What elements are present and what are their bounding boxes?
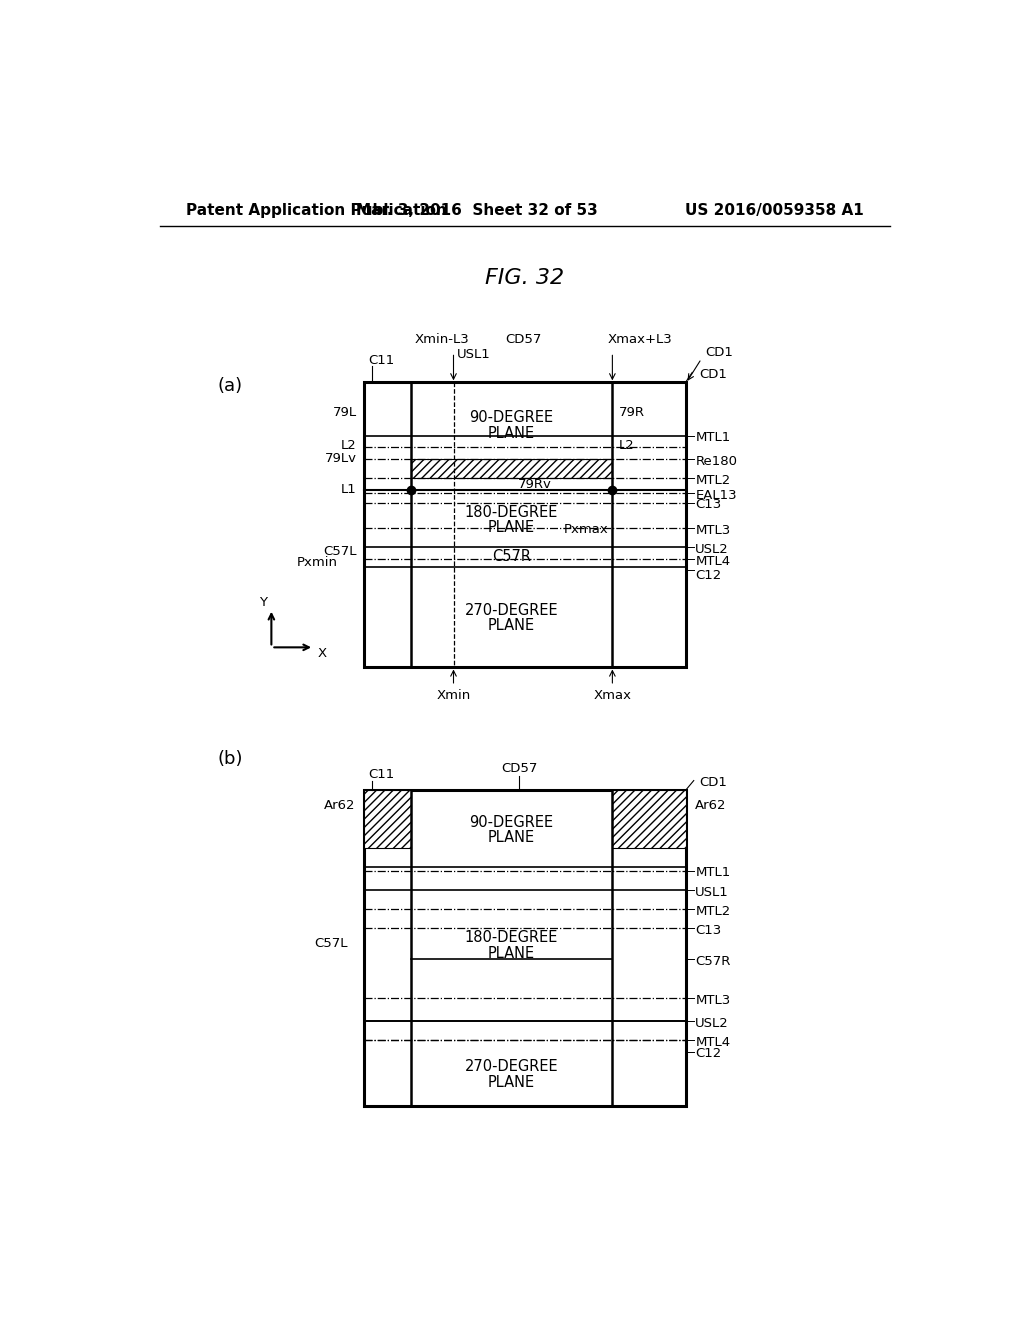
Text: US 2016/0059358 A1: US 2016/0059358 A1 [685,203,863,218]
Text: 79L: 79L [333,407,356,418]
Text: USL2: USL2 [695,543,729,556]
Text: Y: Y [259,597,267,610]
Bar [411,459,612,478]
Text: MTL1: MTL1 [695,432,730,445]
Text: PLANE: PLANE [488,830,536,845]
Text: Ar62: Ar62 [324,799,355,812]
Text: MTL2: MTL2 [695,474,730,487]
Text: MTL3: MTL3 [695,994,730,1007]
Text: C13: C13 [695,924,722,937]
Text: C13: C13 [695,499,722,511]
Text: Mar. 3, 2016  Sheet 32 of 53: Mar. 3, 2016 Sheet 32 of 53 [356,203,598,218]
Text: FIG. 32: FIG. 32 [485,268,564,288]
Text: 79Rv: 79Rv [518,478,552,491]
Text: PLANE: PLANE [488,426,536,441]
Text: 180-DEGREE: 180-DEGREE [465,931,558,945]
Text: 79Lv: 79Lv [325,453,356,465]
Text: Xmin: Xmin [436,689,471,702]
Text: Pxmax: Pxmax [564,524,608,536]
Text: C57R: C57R [695,954,731,968]
Text: EAL13: EAL13 [695,490,737,502]
Text: MTL1: MTL1 [695,866,730,879]
Text: 79R: 79R [618,407,644,418]
Text: C12: C12 [695,1047,722,1060]
Text: CD57: CD57 [501,762,538,775]
Text: L1: L1 [341,483,356,496]
Text: 180-DEGREE: 180-DEGREE [465,504,558,520]
Text: C11: C11 [369,768,394,781]
Bar [612,789,686,847]
Text: PLANE: PLANE [488,1074,536,1089]
Text: CD1: CD1 [706,346,733,359]
Text: USL1: USL1 [458,348,492,362]
Bar [365,789,686,1106]
Text: MTL3: MTL3 [695,524,730,537]
Text: USL2: USL2 [695,1016,729,1030]
Text: PLANE: PLANE [488,618,536,634]
Text: C11: C11 [369,354,394,367]
Text: Xmax+L3: Xmax+L3 [607,333,672,346]
Text: Ar62: Ar62 [695,799,727,812]
Text: CD57: CD57 [505,333,542,346]
Text: CD1: CD1 [699,776,727,788]
Text: USL1: USL1 [695,886,729,899]
Text: MTL4: MTL4 [695,1036,730,1049]
Text: C12: C12 [695,569,722,582]
Text: 270-DEGREE: 270-DEGREE [465,1059,558,1074]
Text: MTL4: MTL4 [695,554,730,568]
Text: (b): (b) [217,750,243,768]
Text: PLANE: PLANE [488,520,536,535]
Text: 90-DEGREE: 90-DEGREE [470,814,554,830]
Text: Pxmin: Pxmin [296,556,337,569]
Text: 90-DEGREE: 90-DEGREE [470,411,554,425]
Text: 270-DEGREE: 270-DEGREE [465,603,558,618]
Text: MTL2: MTL2 [695,906,730,917]
Text: PLANE: PLANE [488,945,536,961]
Text: L2: L2 [618,440,634,453]
Text: Re180: Re180 [695,454,737,467]
Text: X: X [317,647,327,660]
Text: (a): (a) [217,376,243,395]
Text: Xmax: Xmax [593,689,632,702]
Text: Xmin-L3: Xmin-L3 [415,333,469,346]
Bar [365,789,411,847]
Text: C57L: C57L [313,937,347,950]
Text: Patent Application Publication: Patent Application Publication [186,203,446,218]
Text: L2: L2 [341,440,356,453]
Text: C57R: C57R [493,549,531,564]
Bar [365,381,686,667]
Text: C57L: C57L [324,545,356,557]
Text: CD1: CD1 [699,367,727,380]
